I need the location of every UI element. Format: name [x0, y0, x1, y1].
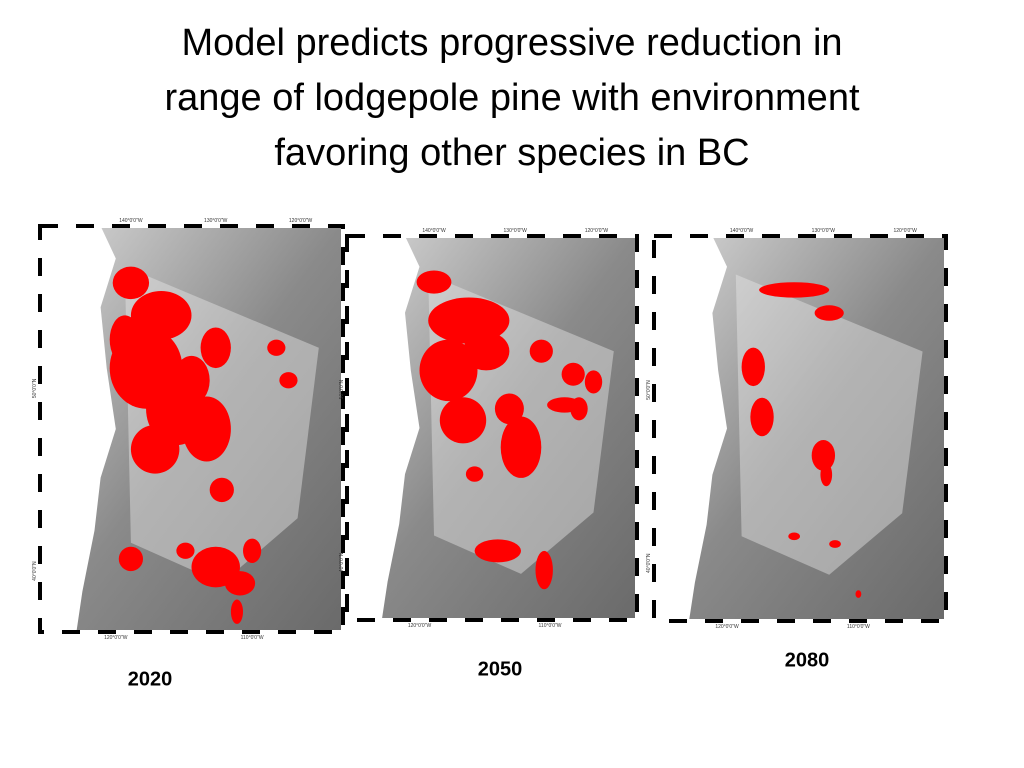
year-label: 2080	[785, 649, 830, 671]
pine-range	[267, 339, 286, 356]
pine-range	[112, 266, 150, 300]
pine-range	[494, 393, 524, 425]
coord-label: 120°0'0"W	[104, 635, 128, 641]
title-line: Model predicts progressive reduction in	[181, 22, 842, 64]
pine-range	[820, 463, 833, 487]
pine-range	[570, 397, 588, 421]
coord-label: 40°0'0"N	[339, 552, 345, 572]
pine-range	[561, 362, 585, 386]
pine-range	[500, 416, 542, 478]
title-line: favoring other species in BC	[274, 132, 749, 174]
title-line: range of lodgepole pine with environment	[164, 77, 859, 119]
pine-range	[209, 477, 234, 503]
year-label: 2020	[128, 668, 173, 690]
map: 140°0'0"W 130°0'0"W 120°0'0"W 120°0'0"W 110°…	[339, 228, 639, 629]
map-content	[40, 226, 343, 632]
coord-label: 140°0'0"W	[730, 228, 754, 234]
coord-label: 120°0'0"W	[893, 228, 917, 234]
ocean	[347, 236, 420, 620]
pine-range	[428, 297, 510, 344]
pine-range	[465, 466, 484, 482]
ocean	[40, 226, 116, 632]
pine-range	[741, 347, 765, 387]
coord-label: 40°0'0"N	[646, 553, 652, 573]
pine-range	[416, 270, 452, 294]
pine-range	[750, 397, 774, 437]
coord-label: 110°0'0"W	[241, 635, 264, 641]
pine-range	[279, 372, 298, 389]
coord-label: 120°0'0"W	[715, 624, 739, 630]
pine-range	[814, 305, 844, 321]
map: 140°0'0"W 130°0'0"W 120°0'0"W 120°0'0"W 110°…	[32, 218, 345, 641]
coord-label: 130°0'0"W	[812, 228, 836, 234]
coord-label: 110°0'0"W	[539, 623, 562, 629]
pine-range	[230, 599, 244, 624]
map: 140°0'0"W 130°0'0"W 120°0'0"W 120°0'0"W 110°…	[646, 228, 948, 630]
coord-label: 140°0'0"W	[119, 218, 143, 224]
year-label: 2050	[478, 658, 523, 680]
pine-range	[788, 532, 800, 541]
coord-label: 40°0'0"N	[32, 561, 38, 581]
coord-label: 120°0'0"W	[585, 228, 609, 234]
pine-range	[474, 539, 521, 563]
pine-range	[173, 355, 210, 405]
coord-label: 50°0'0"N	[646, 380, 652, 400]
pine-range	[529, 339, 553, 363]
coord-label: 110°0'0"W	[847, 624, 870, 630]
pine-range	[419, 339, 478, 402]
coord-label: 50°0'0"N	[32, 378, 38, 398]
coord-label: 50°0'0"N	[339, 379, 345, 399]
ocean	[654, 236, 727, 621]
pine-range	[759, 282, 830, 298]
pine-range	[200, 327, 231, 369]
frame-dash	[345, 234, 639, 622]
coord-label: 130°0'0"W	[504, 228, 528, 234]
pine-range	[811, 440, 836, 471]
pine-range	[463, 332, 510, 371]
map-content	[347, 236, 637, 620]
coord-label: 120°0'0"W	[289, 218, 313, 224]
pine-range	[130, 424, 180, 474]
pine-range	[243, 538, 262, 563]
model-extent	[735, 274, 923, 575]
frame-dash	[652, 234, 948, 623]
coord-label: 130°0'0"W	[204, 218, 228, 224]
pine-range	[176, 542, 195, 559]
pine-range	[182, 396, 231, 462]
pine-range	[118, 546, 144, 572]
pine-range	[829, 540, 841, 548]
pine-range	[439, 397, 487, 444]
map-content	[654, 236, 946, 621]
coord-label: 140°0'0"W	[422, 228, 446, 234]
pine-range	[535, 550, 553, 590]
coord-label: 120°0'0"W	[408, 623, 432, 629]
pine-range	[584, 370, 603, 394]
frame-dash	[38, 224, 345, 634]
pine-range	[855, 590, 862, 598]
pine-range	[109, 315, 140, 365]
pine-range	[224, 571, 256, 596]
